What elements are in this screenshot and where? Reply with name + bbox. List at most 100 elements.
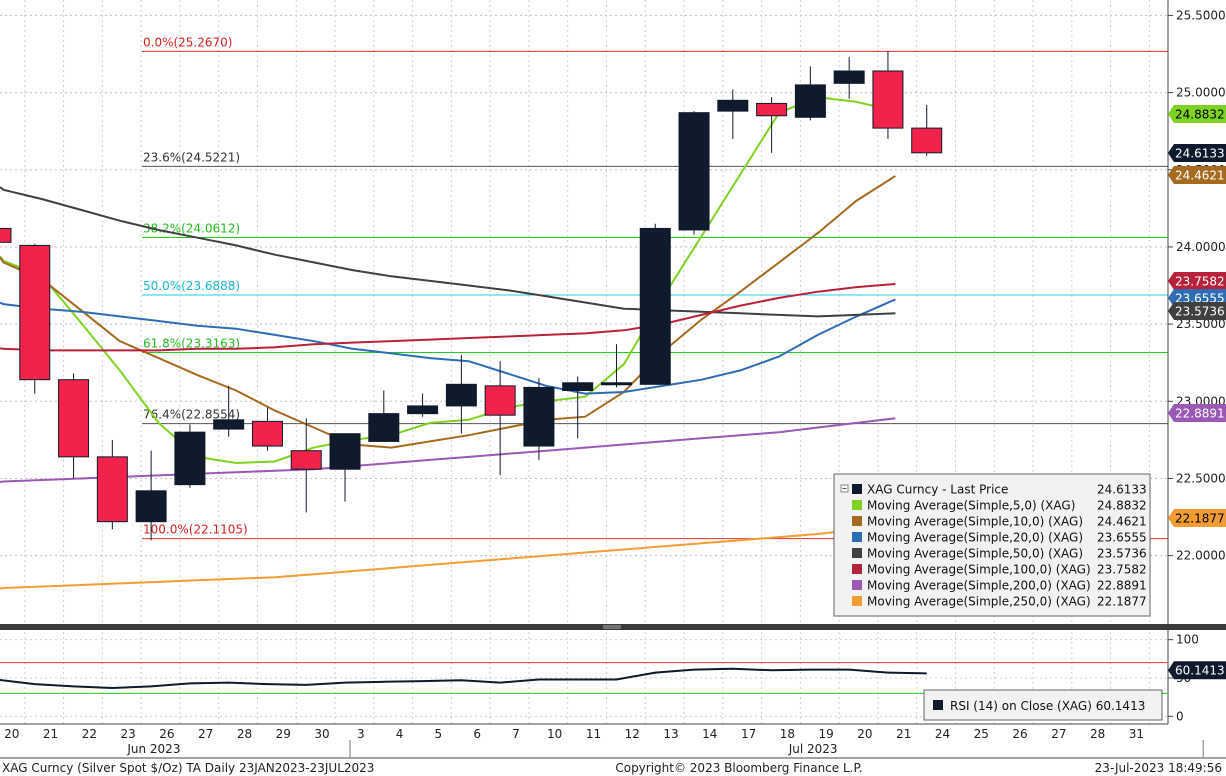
footer-copyright: Copyright© 2023 Bloomberg Finance L.P. [615, 761, 862, 775]
day-tick-label: 19 [819, 727, 834, 741]
day-tick-label: 13 [663, 727, 678, 741]
day-tick-label: 22 [82, 727, 97, 741]
legend-swatch [852, 596, 862, 606]
tag-shape [1168, 404, 1226, 422]
rsi-tick-label: 100 [1176, 633, 1199, 647]
legend-swatch [852, 516, 862, 526]
ma-series-line [0, 186, 896, 318]
tag-shape [1168, 105, 1226, 123]
tag-shape [1168, 272, 1226, 290]
candle-body [368, 413, 400, 442]
candle-body [251, 420, 283, 447]
legend-series-name: Moving Average(Simple,5,0) (XAG) [867, 499, 1075, 513]
day-tick-label: 20 [4, 727, 19, 741]
fib-level-label: 100.0%(22.1105) [143, 523, 248, 537]
candle-body [717, 99, 749, 112]
price-tick-label: 23.5000 [1176, 317, 1226, 331]
candle-body [135, 490, 167, 523]
legend-series-name: XAG Curncy - Last Price [867, 483, 1008, 497]
legend-series-name: Moving Average(Simple,20,0) (XAG) [867, 531, 1083, 545]
tag-shape [1168, 144, 1226, 162]
legend-series-name: Moving Average(Simple,10,0) (XAG) [867, 515, 1083, 529]
ma-series-line [0, 417, 896, 483]
tag-shape [1168, 661, 1226, 680]
day-tick-label: 14 [702, 727, 717, 741]
candle-body [58, 379, 90, 458]
candle-body [19, 244, 51, 381]
legend-series-name: Moving Average(Simple,200,0) (XAG) [867, 579, 1091, 593]
day-tick-label: 3 [357, 727, 365, 741]
day-tick-label: 24 [935, 727, 950, 741]
fib-level-label: 0.0%(25.2670) [143, 35, 232, 49]
legend-swatch [852, 564, 862, 574]
day-tick-label: 5 [435, 727, 443, 741]
pane-divider[interactable] [0, 624, 1226, 630]
candlesticks [0, 50, 943, 541]
candle-body [562, 382, 594, 391]
last-value-tag: 23.7582 [1168, 272, 1226, 290]
legend-series-value: 24.8832 [1097, 499, 1147, 513]
day-tick-label: 28 [1090, 727, 1105, 741]
day-tick-label: 27 [198, 727, 213, 741]
tag-value: 24.4621 [1175, 169, 1225, 183]
day-tick-label: 21 [43, 727, 58, 741]
last-value-tag: 24.4621 [1168, 166, 1226, 184]
pane-divider-grip [603, 625, 621, 629]
day-tick-label: 20 [857, 727, 872, 741]
legend: XAG Curncy - Last Price 24.6133 Moving Ave… [833, 473, 1151, 617]
day-tick-label: 30 [314, 727, 329, 741]
rsi-last-value-tag: 60.1413 [1168, 661, 1226, 680]
tag-value: 24.8832 [1175, 108, 1225, 122]
day-tick-label: 28 [237, 727, 252, 741]
last-value-tag: 22.8891 [1168, 404, 1226, 422]
day-tick-label: 11 [586, 727, 601, 741]
month-label: Jul 2023 [788, 742, 838, 756]
last-value-tag: 24.8832 [1168, 105, 1226, 123]
tag-shape [1168, 509, 1226, 527]
candle-body [911, 127, 943, 154]
day-tick-label: 26 [1012, 727, 1027, 741]
day-tick-label: 29 [276, 727, 291, 741]
candle-body [290, 450, 322, 470]
legend-series-name: Moving Average(Simple,250,0) (XAG) [867, 595, 1091, 609]
ma-series-line [0, 525, 896, 590]
candle-body [0, 227, 12, 243]
day-tick-label: 18 [780, 727, 795, 741]
tag-value: 24.6133 [1175, 147, 1225, 161]
fib-level-label: 23.6%(24.5221) [143, 150, 240, 164]
candle-body [329, 433, 361, 470]
price-tick-label: 25.0000 [1176, 86, 1226, 100]
last-value-tag: 24.6133 [1168, 144, 1226, 162]
candle-body [407, 405, 439, 415]
rsi-legend-label: RSI (14) on Close (XAG) 60.1413 [950, 699, 1145, 713]
ma-series-line [0, 175, 896, 449]
day-tick-label: 7 [512, 727, 520, 741]
legend-series-value: 22.8891 [1097, 579, 1147, 593]
rsi-line [0, 667, 927, 690]
fib-level-label: 61.8%(23.3163) [143, 336, 240, 350]
candle-body [833, 70, 865, 84]
day-tick-label: 21 [896, 727, 911, 741]
last-value-tags: 24.883224.613324.462123.758223.655523.57… [1168, 105, 1226, 527]
candle-body [213, 419, 245, 430]
fib-level-label: 76.4%(22.8554) [143, 408, 240, 422]
legend-series-value: 22.1877 [1097, 595, 1147, 609]
last-value-tag: 23.5736 [1168, 302, 1226, 320]
candle-body [484, 385, 516, 416]
candle-body [174, 431, 206, 486]
last-value-tag: 22.1877 [1168, 509, 1226, 527]
ma-series-line [0, 283, 896, 352]
price-tick-label: 22.0000 [1176, 549, 1226, 563]
price-tick-label: 24.0000 [1176, 240, 1226, 254]
day-tick-label: 12 [625, 727, 640, 741]
candle-body [872, 70, 904, 129]
tag-value: 22.8891 [1175, 407, 1225, 421]
fib-level-label: 38.2%(24.0612) [143, 222, 240, 236]
rsi-tick-label: 0 [1176, 709, 1184, 723]
price-tick-label: 25.5000 [1176, 8, 1226, 22]
rsi-legend: RSI (14) on Close (XAG) 60.1413 [923, 689, 1163, 721]
day-tick-label: 27 [1051, 727, 1066, 741]
price-tick-label: 22.5000 [1176, 471, 1226, 485]
day-tick-label: 25 [974, 727, 989, 741]
